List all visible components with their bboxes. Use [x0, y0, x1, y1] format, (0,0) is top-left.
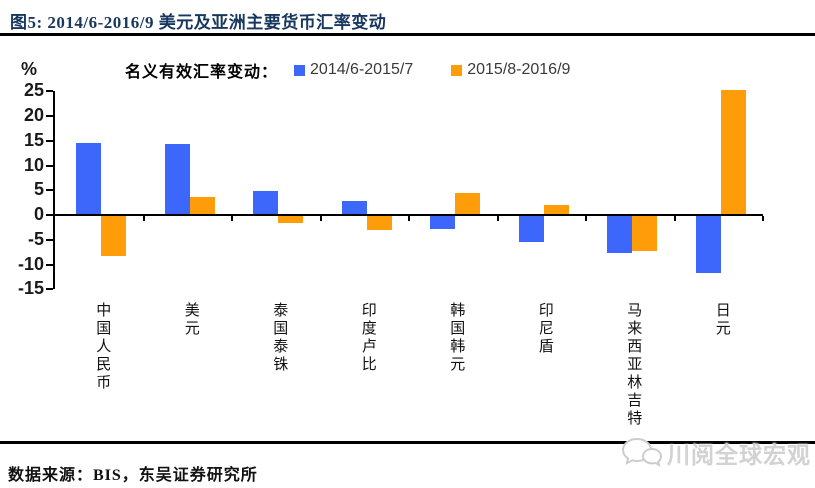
bar-series2-3 [366, 215, 392, 230]
y-axis-unit-label: % [20, 59, 37, 79]
y-tick-label: -10 [17, 253, 44, 274]
x-axis-tick [408, 216, 410, 221]
bar-series2-1 [189, 196, 215, 215]
y-axis-tick [46, 189, 53, 192]
x-axis-tick [585, 216, 587, 221]
x-axis-tick [762, 216, 764, 221]
top-divider [0, 33, 815, 36]
x-axis-tick [142, 216, 145, 221]
y-tick-label: 15 [23, 129, 44, 150]
bar-series2-6 [632, 215, 658, 252]
y-axis-tick [46, 238, 53, 241]
plot-area: 25 20 15 10 5 0 -5 -10 -15 中国人民币 美元 泰国泰铢 印度卢比 韩国韩元 印尼盾… [17, 80, 764, 428]
y-tick-label: 20 [23, 105, 44, 125]
x-axis-line [53, 214, 763, 216]
bar-series2-5 [543, 205, 569, 215]
series1-swatch [294, 64, 306, 76]
y-axis-tick [46, 288, 53, 291]
x-category-label: 韩国韩元 [448, 302, 465, 374]
legend-item-series1: 2014/6-2015/7 [294, 61, 413, 79]
y-axis-tick [46, 214, 53, 216]
x-category-label: 日元 [713, 302, 730, 338]
bar-series1-7 [695, 215, 721, 273]
y-tick-label: -5 [27, 228, 44, 249]
x-category-label: 印度卢比 [359, 302, 376, 374]
bottom-divider [0, 441, 815, 444]
y-tick-label: 10 [23, 154, 44, 175]
bar-series1-3 [341, 201, 367, 215]
x-category-label: 中国人民币 [94, 302, 111, 392]
watermark-text: 川阅全球宏观 [667, 442, 811, 468]
y-tick-label: 25 [23, 80, 44, 101]
x-axis-tick [319, 216, 322, 221]
watermark: 川阅全球宏观 [621, 436, 811, 470]
bar-series2-0 [101, 215, 127, 256]
bar-series2-7 [720, 90, 746, 215]
x-category-label: 泰国泰铢 [271, 302, 288, 374]
series1-label: 2014/6-2015/7 [310, 61, 414, 78]
figure-title: 图5: 2014/6-2016/9 美元及亚洲主要货币汇率变动 [10, 13, 387, 32]
bar-series2-4 [455, 192, 481, 215]
x-category-label: 美元 [182, 302, 199, 338]
y-axis-tick [46, 139, 53, 142]
legend-title: 名义有效汇率变动： [125, 64, 279, 81]
bar-series1-5 [518, 215, 544, 242]
series2-swatch [451, 64, 463, 76]
bar-series1-2 [253, 191, 279, 215]
bar-series1-0 [76, 143, 102, 215]
series2-label: 2015/8-2016/9 [467, 61, 571, 78]
x-axis-tick [673, 216, 676, 221]
legend-item-series2: 2015/8-2016/9 [451, 61, 570, 79]
y-axis-tick [46, 115, 53, 117]
y-axis-tick [46, 90, 53, 93]
bar-series1-1 [164, 143, 190, 215]
y-axis-tick [46, 263, 53, 266]
y-tick-label: 0 [33, 204, 44, 224]
x-category-label: 马来西亚林吉特 [625, 302, 642, 428]
x-axis-tick [496, 216, 499, 221]
chat-bubbles-icon [621, 437, 663, 468]
data-source: 数据来源：BIS，东吴证券研究所 [8, 467, 258, 484]
y-axis-tick [46, 164, 53, 167]
y-axis-line [53, 91, 55, 290]
y-tick-label: -15 [17, 278, 44, 299]
bar-series1-6 [607, 215, 633, 253]
bar-series2-2 [278, 215, 304, 223]
chart-legend: 名义有效汇率变动： 2014/6-2015/7 2015/8-2016/9 [125, 59, 608, 81]
x-axis-tick [231, 216, 233, 221]
x-category-label: 印尼盾 [536, 302, 553, 356]
y-tick-label: 5 [33, 179, 44, 200]
bar-series1-4 [430, 215, 456, 230]
